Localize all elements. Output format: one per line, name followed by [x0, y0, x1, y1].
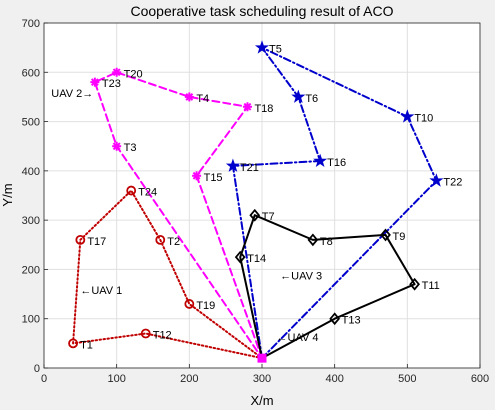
asterisk-marker: [184, 92, 194, 102]
task-label: T23: [102, 78, 121, 90]
series-line-uav-2: [93, 71, 263, 360]
circle-marker: [184, 299, 195, 309]
star-marker: [313, 153, 328, 167]
x-tick-label: 200: [180, 373, 198, 385]
task-label: T15: [204, 172, 223, 184]
task-label: T24: [138, 187, 157, 199]
task-label: T1: [80, 339, 93, 351]
uav-annotation: ←UAV 1: [80, 285, 122, 297]
y-tick-label: 300: [22, 215, 40, 227]
star-marker: [254, 40, 270, 54]
task-label: T4: [196, 93, 209, 105]
diamond-marker: [329, 312, 341, 326]
task-label: T5: [269, 44, 282, 56]
star-marker: [291, 89, 306, 103]
task-label: T7: [262, 211, 275, 223]
x-tick-label: 0: [41, 373, 47, 385]
asterisk-marker: [242, 102, 252, 112]
asterisk-stroke: [112, 68, 121, 77]
asterisk-marker: [192, 171, 202, 181]
asterisk-marker: [112, 141, 122, 151]
asterisk-stroke: [243, 102, 252, 111]
circle-marker: [126, 185, 137, 196]
star-marker: [429, 173, 444, 187]
series-layer: [68, 40, 444, 363]
task-label: T20: [124, 68, 143, 80]
y-tick-label: 400: [22, 166, 40, 178]
tick-layer: 0 100 200 300 400 500 600 0 100 200 300 400 500 600 70…: [22, 18, 490, 385]
annotation-layer: UAV 2→ ←UAV 1 ←UAV 3 ←UAV 4: [51, 88, 322, 344]
x-tick-label: 600: [471, 373, 489, 385]
circle-marker: [140, 328, 151, 339]
asterisk-stroke: [192, 171, 201, 180]
task-label: T14: [247, 253, 266, 265]
asterisk-stroke: [112, 142, 121, 151]
y-axis-label: Y/m: [0, 183, 15, 206]
task-label: T13: [342, 315, 361, 327]
x-axis-label: X/m: [250, 393, 273, 408]
y-tick-label: 100: [22, 314, 40, 326]
chart-title: Cooperative task scheduling result of AC…: [130, 3, 393, 19]
circle-marker: [68, 338, 78, 349]
star-marker: [400, 109, 415, 123]
asterisk-marker: [112, 67, 122, 77]
uav-annotation: ←UAV 3: [280, 270, 322, 282]
task-label: T22: [443, 177, 462, 189]
asterisk-stroke: [185, 93, 194, 101]
task-label: T10: [414, 113, 433, 125]
task-label: T9: [393, 231, 406, 243]
diamond-marker: [380, 228, 391, 242]
series-line-uav-3: [231, 46, 438, 360]
y-tick-label: 700: [22, 18, 40, 30]
series-line-uav-4: [239, 214, 416, 360]
task-label: T19: [196, 300, 215, 312]
x-tick-label: 300: [253, 373, 271, 385]
y-tick-label: 500: [22, 117, 40, 129]
task-label: T6: [305, 93, 318, 105]
diamond-marker: [307, 233, 319, 247]
y-tick-label: 600: [22, 67, 40, 79]
task-label: T21: [240, 162, 259, 174]
task-label: T16: [327, 157, 346, 169]
task-label: T12: [153, 330, 172, 342]
circle-marker: [155, 234, 166, 245]
task-label: T11: [422, 280, 440, 292]
task-label: T2: [167, 236, 180, 248]
series-line-uav-1: [72, 189, 263, 360]
x-tick-label: 500: [398, 373, 416, 385]
task-label: T3: [124, 142, 137, 154]
uav-annotation: ←UAV 4: [277, 332, 319, 344]
task-label: T8: [320, 236, 333, 248]
x-tick-label: 100: [107, 373, 125, 385]
diamond-marker: [409, 277, 420, 291]
uav-annotation: UAV 2→: [51, 88, 93, 100]
diamond-marker: [249, 208, 261, 222]
task-label: T17: [87, 236, 106, 248]
depot-marker: [257, 353, 267, 363]
x-tick-label: 400: [325, 373, 343, 385]
diamond-marker: [234, 250, 246, 264]
asterisk-marker: [90, 77, 100, 87]
circle-marker: [75, 234, 86, 245]
y-tick-label: 0: [34, 363, 40, 375]
star-marker: [225, 158, 240, 172]
task-label: T18: [254, 103, 273, 115]
asterisk-stroke: [90, 78, 99, 87]
y-tick-label: 200: [22, 264, 40, 276]
